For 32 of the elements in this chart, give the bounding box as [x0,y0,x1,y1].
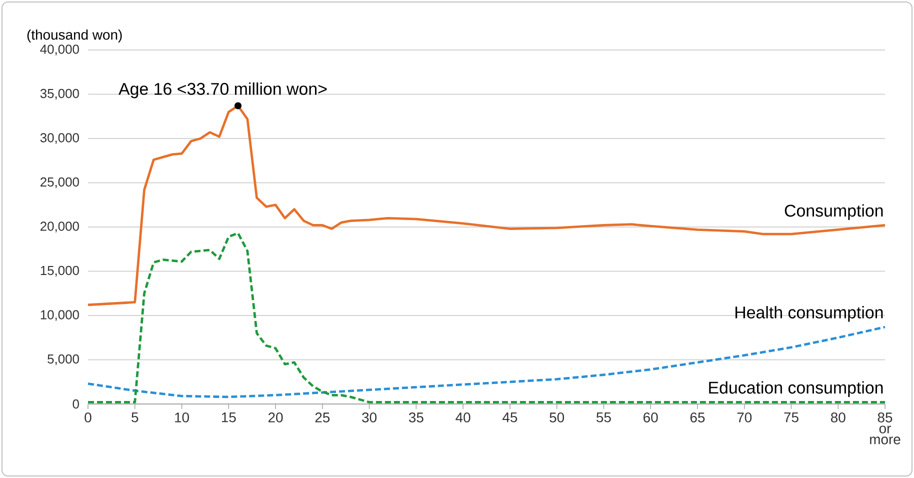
y-tick-label: 0 [72,399,79,409]
y-tick-label: 25,000 [40,177,79,188]
y-axis-title: (thousand won) [27,29,122,42]
y-tick-label: 35,000 [40,88,79,100]
x-tick-label: 25 [315,412,330,422]
series-label: Consumption [784,204,883,220]
y-tick-label: 10,000 [40,310,79,321]
series-label: Health consumption [736,306,883,322]
x-tick-label: 50 [550,412,564,422]
y-tick-label: 30,000 [40,133,79,144]
x-tick-label: 65 [690,412,705,422]
y-tick-label: 40,000 [40,44,79,56]
x-tick-label: 30 [362,412,377,422]
x-tick-label: 45 [502,412,518,422]
annotation: Age 16 <33.70 million won> [118,82,327,98]
x-tick-label: 10 [175,412,189,422]
x-tick-label: 70 [737,412,752,422]
series-label: Education consumption [709,381,883,398]
y-tick-label: 15,000 [40,266,79,277]
x-tick-label: 55 [596,412,611,422]
x-tick-label: 75 [784,412,798,422]
y-tick-label: 20,000 [40,222,79,232]
x-tick-label: 60 [644,412,658,422]
x-tick-label: 20 [268,412,283,422]
x-tick-label: 85 or more [870,412,900,444]
x-tick-label: 0 [84,412,92,422]
x-tick-label: 35 [408,412,424,422]
x-tick-label: 15 [222,412,236,422]
y-tick-label: 5,000 [48,354,79,366]
x-tick-label: 80 [830,412,846,422]
x-tick-label: 5 [132,412,138,422]
x-tick-label: 40 [456,412,470,422]
